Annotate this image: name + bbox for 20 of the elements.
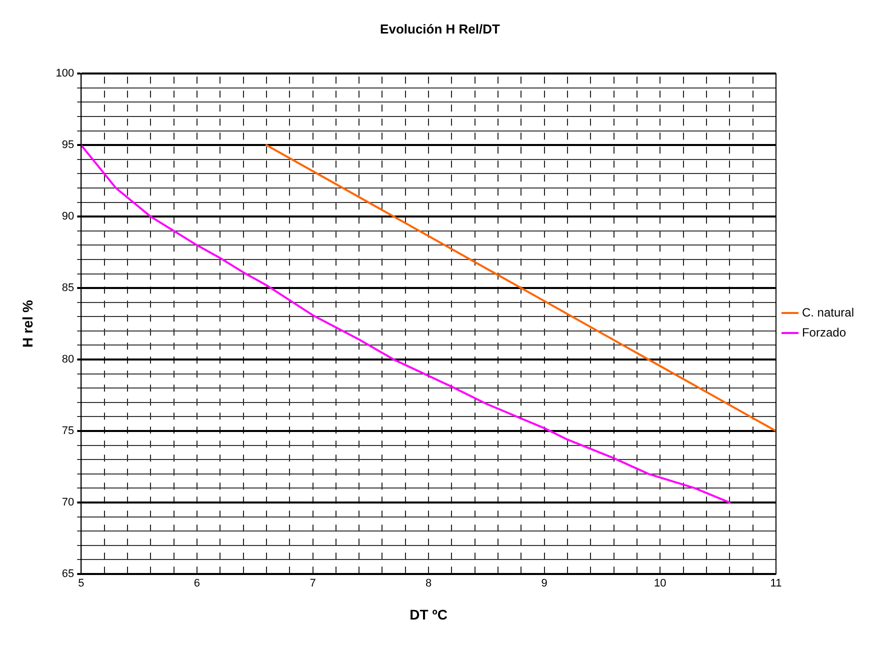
legend-label: C. natural [802,305,854,320]
y-tick-label: 100 [56,68,74,80]
chart-title: Evolución H Rel/DT [380,21,500,36]
x-axis-title: DT ºC [410,606,448,622]
y-tick-label: 75 [62,425,74,438]
x-tick-label: 11 [770,578,782,590]
y-tick-label: 95 [62,139,74,152]
y-tick-label: 65 [62,568,74,580]
y-tick-label: 90 [62,210,74,223]
x-tick-label: 7 [310,578,316,590]
y-axis-title: H rel % [19,300,36,348]
x-tick-label: 6 [194,578,200,590]
legend-label: Forzado [802,325,846,340]
y-tick-label: 80 [62,354,74,366]
y-tick-label: 85 [62,282,74,294]
x-tick-label: 9 [541,578,548,590]
x-tick-label: 5 [78,578,84,590]
y-tick-label: 70 [62,496,74,509]
x-tick-label: 8 [426,578,432,590]
x-tick-label: 10 [654,578,666,590]
